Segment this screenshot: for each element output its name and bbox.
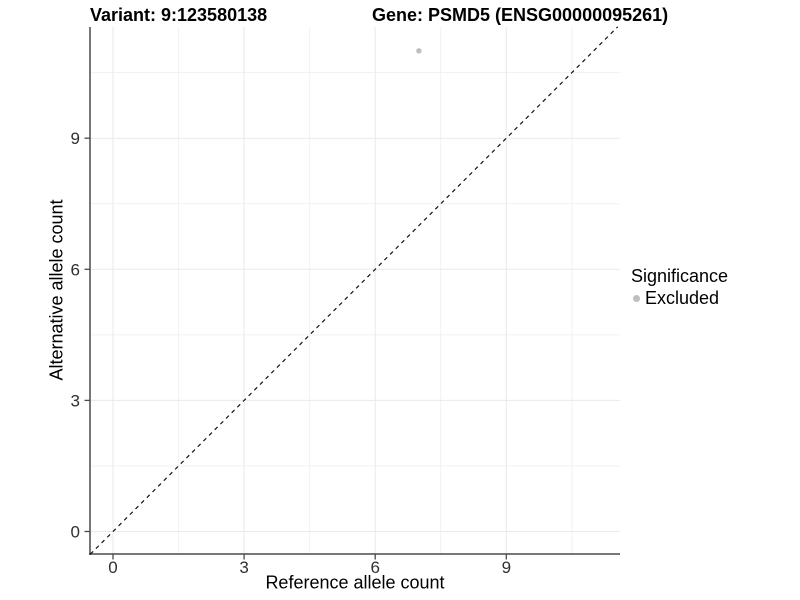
y-axis-title: Alternative allele count: [46, 199, 67, 381]
y-tick-label: 6: [71, 260, 80, 279]
data-point: [416, 48, 422, 54]
legend-item-label: Excluded: [645, 288, 720, 308]
y-tick-label: 9: [71, 129, 80, 148]
plot-title-variant: Variant: 9:123580138: [90, 5, 268, 25]
y-tick-label: 3: [71, 391, 80, 410]
y-tick-label: 0: [71, 523, 80, 542]
legend-point-icon: [633, 295, 640, 302]
identity-line: [89, 26, 619, 555]
legend: Significance Excluded: [631, 266, 728, 309]
x-tick-label: 9: [502, 558, 511, 577]
x-tick-label: 3: [239, 558, 248, 577]
legend-title: Significance: [631, 266, 729, 286]
legend-item-excluded: Excluded: [633, 288, 728, 309]
x-tick-label: 6: [370, 558, 379, 577]
x-tick-label: 0: [108, 558, 117, 577]
x-axis-title: Reference allele count: [265, 572, 445, 593]
plot-title-gene: Gene: PSMD5 (ENSG00000095261): [372, 5, 669, 25]
